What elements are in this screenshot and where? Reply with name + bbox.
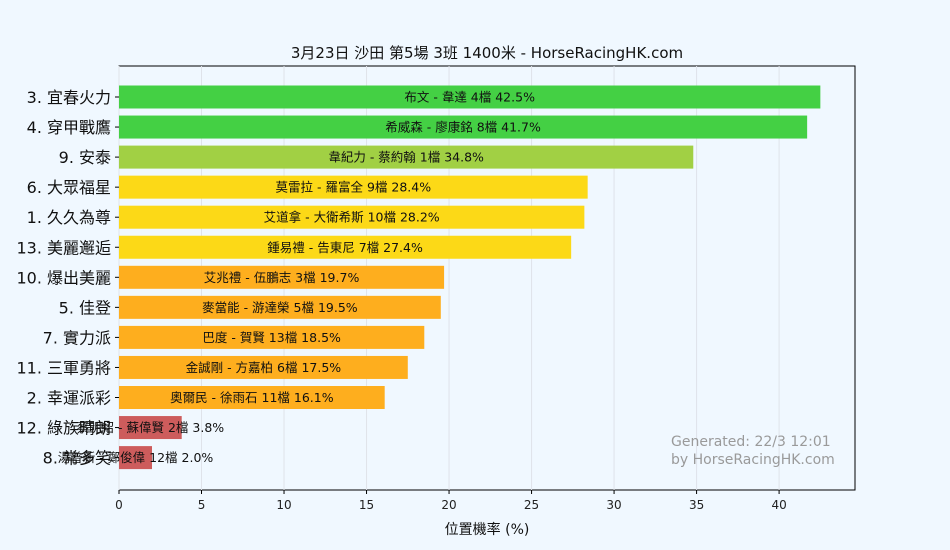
- bar-label: 蔡明紹 - 蘇偉賢 2檔 3.8%: [77, 420, 225, 435]
- x-tick-label: 35: [689, 498, 704, 512]
- bar: [119, 386, 385, 409]
- x-axis-label: 位置機率 (%): [445, 521, 530, 538]
- x-tick-label: 10: [276, 498, 291, 512]
- bar-labels: 布文 - 韋達 4檔 42.5% 希威森 - 廖康銘 8檔 41.7% 韋紀力 - …: [58, 90, 541, 466]
- bar: [119, 446, 153, 470]
- bar: [119, 355, 408, 379]
- x-tick-label: 20: [441, 498, 456, 512]
- bars: [119, 85, 821, 470]
- x-tick-label: 15: [359, 498, 374, 512]
- x-tick-label: 40: [771, 498, 786, 512]
- y-tick-label: 7. 實力派: [43, 328, 111, 347]
- x-tick-label: 25: [524, 498, 539, 512]
- bar: [119, 205, 585, 229]
- bar-label: 金誠剛 - 方嘉柏 6檔 17.5%: [186, 360, 342, 375]
- bar: [119, 175, 588, 199]
- y-tick-labels: 3. 宜春火力 4. 穿甲戰鷹 9. 安泰 6. 大眾福星 1. 久久為尊 13. 美麗邂…: [16, 88, 119, 468]
- bar-label: 麥當能 - 游達榮 5檔 19.5%: [202, 300, 358, 315]
- bar: [119, 145, 694, 169]
- bar: [119, 115, 808, 139]
- bar: [119, 295, 441, 319]
- y-tick-label: 1. 久久為尊: [27, 208, 111, 227]
- y-tick-label: 6. 大眾福星: [27, 178, 111, 197]
- bar: [119, 265, 445, 289]
- watermark-line-2: by HorseRacingHK.com: [671, 452, 835, 468]
- bar-label: 鍾易禮 - 告東尼 7檔 27.4%: [267, 240, 423, 255]
- bar: [119, 416, 182, 440]
- bar-label: 湯普新 - 鄭俊偉 12檔 2.0%: [58, 450, 214, 465]
- x-tick-label: 30: [606, 498, 621, 512]
- bar-label: 韋紀力 - 蔡約翰 1檔 34.8%: [328, 150, 484, 165]
- y-tick-label: 9. 安泰: [59, 148, 111, 167]
- bar: [119, 325, 425, 349]
- bar-label: 布文 - 韋達 4檔 42.5%: [404, 90, 535, 105]
- bar-label: 艾兆禮 - 伍鵬志 3檔 19.7%: [204, 270, 360, 285]
- bar: [119, 235, 572, 259]
- y-tick-label: 12. 綠族晴朗: [16, 419, 111, 438]
- x-ticks: 0 5 10 15 20 25 30 35 40: [115, 490, 787, 512]
- y-tick-label: 4. 穿甲戰鷹: [27, 118, 111, 137]
- bar: [119, 85, 821, 109]
- bar-label: 艾道拿 - 大衛希斯 10檔 28.2%: [264, 210, 440, 225]
- bar-label: 莫雷拉 - 羅富全 9檔 28.4%: [276, 180, 432, 195]
- bar-label: 巴度 - 賀賢 13檔 18.5%: [202, 330, 341, 345]
- y-tick-label: 8. 常多笑: [43, 449, 111, 468]
- y-tick-label: 3. 宜春火力: [27, 88, 111, 107]
- y-tick-label: 11. 三軍勇將: [16, 358, 111, 377]
- y-tick-label: 5. 佳登: [59, 298, 111, 317]
- bar-label: 奧爾民 - 徐雨石 11檔 16.1%: [170, 390, 334, 405]
- bar-label: 希威森 - 廖康銘 8檔 41.7%: [385, 120, 541, 135]
- y-tick-label: 2. 幸運派彩: [27, 389, 111, 408]
- x-tick-label: 5: [198, 498, 206, 512]
- x-tick-label: 0: [115, 498, 123, 512]
- y-tick-label: 10. 爆出美麗: [16, 268, 111, 287]
- chart-title: 3月23日 沙田 第5場 3班 1400米 - HorseRacingHK.co…: [291, 44, 683, 62]
- watermark-line-1: Generated: 22/3 12:01: [671, 434, 831, 450]
- y-tick-label: 13. 美麗邂逅: [16, 238, 111, 257]
